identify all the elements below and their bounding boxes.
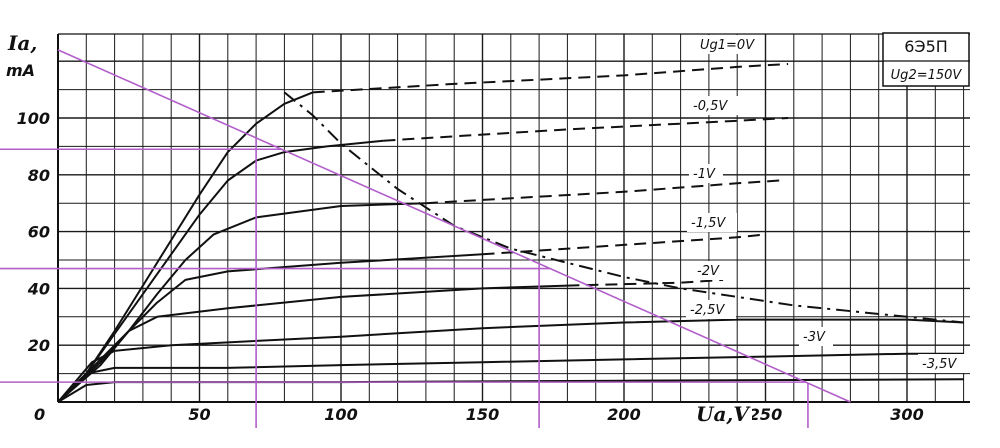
curve-label-bg	[799, 327, 833, 346]
x-tick-label: 300	[890, 405, 923, 424]
y-axis-unit: mA	[6, 61, 35, 80]
curves	[57, 63, 964, 403]
axes	[57, 33, 970, 403]
screen-voltage-label: Ug2=150V	[891, 68, 963, 83]
x-tick-label: 150	[466, 405, 499, 424]
curve-label: -3,5V	[922, 357, 957, 372]
curve-label-bg	[686, 300, 736, 319]
curve-label: -2V	[697, 264, 720, 279]
curve-label-bg	[918, 354, 968, 373]
tick-labels: 0 50 100 150 200 250 300 20 40 60 80 100	[17, 109, 924, 424]
y-tick-label: 20	[28, 336, 50, 355]
overlays	[0, 49, 851, 428]
series-line-solid	[57, 352, 964, 403]
curve-label: -3V	[803, 330, 826, 345]
series-line-solid	[57, 139, 384, 403]
series-line-solid	[57, 318, 964, 403]
curve-label-bg	[689, 164, 723, 183]
y-tick-label: 100	[17, 109, 50, 128]
series-line-dashed	[482, 233, 766, 256]
x-tick-label: 50	[188, 405, 210, 424]
series-line-dashed	[312, 63, 789, 94]
series-line-dashed	[383, 117, 789, 142]
series-line-dashed	[567, 278, 724, 287]
curve-label-bg	[696, 35, 754, 54]
grid	[58, 34, 970, 402]
x-tick-label: 0	[34, 405, 45, 424]
x-tick-label: 100	[324, 405, 357, 424]
y-tick-label: 40	[27, 279, 50, 298]
tube-legend-box: 6Э5П Ug2=150V	[882, 32, 970, 87]
tube-title: 6Э5П	[904, 37, 948, 56]
series-line-dashed	[425, 179, 780, 205]
curve-label-bg	[687, 213, 737, 232]
curve-label: -2,5V	[690, 303, 725, 318]
y-tick-label: 80	[28, 166, 50, 185]
curve-label: Ug1=0V	[700, 38, 755, 53]
y-tick-label: 60	[28, 223, 50, 242]
curve-label: -1V	[693, 167, 716, 182]
curve-label-bg	[693, 261, 727, 280]
load-line	[57, 49, 851, 403]
power-hyperbola	[283, 91, 964, 324]
curve-label: -1,5V	[691, 216, 726, 231]
x-axis-label-bg	[692, 404, 752, 426]
labels: Ia, mA Ua,V Ug1=0V -0,5V -1V -1,5V -2V -2,5V -3V -…	[6, 31, 968, 426]
x-tick-label: 200	[607, 405, 640, 424]
x-axis-label: Ua,V	[696, 402, 751, 426]
y-axis-label: Ia,	[7, 31, 37, 55]
legend-frame	[882, 32, 970, 87]
x-tick-label: 250	[749, 405, 782, 424]
series-line-solid	[57, 253, 483, 403]
curve-label: -0,5V	[693, 99, 728, 114]
curve-label-bg	[689, 96, 739, 115]
